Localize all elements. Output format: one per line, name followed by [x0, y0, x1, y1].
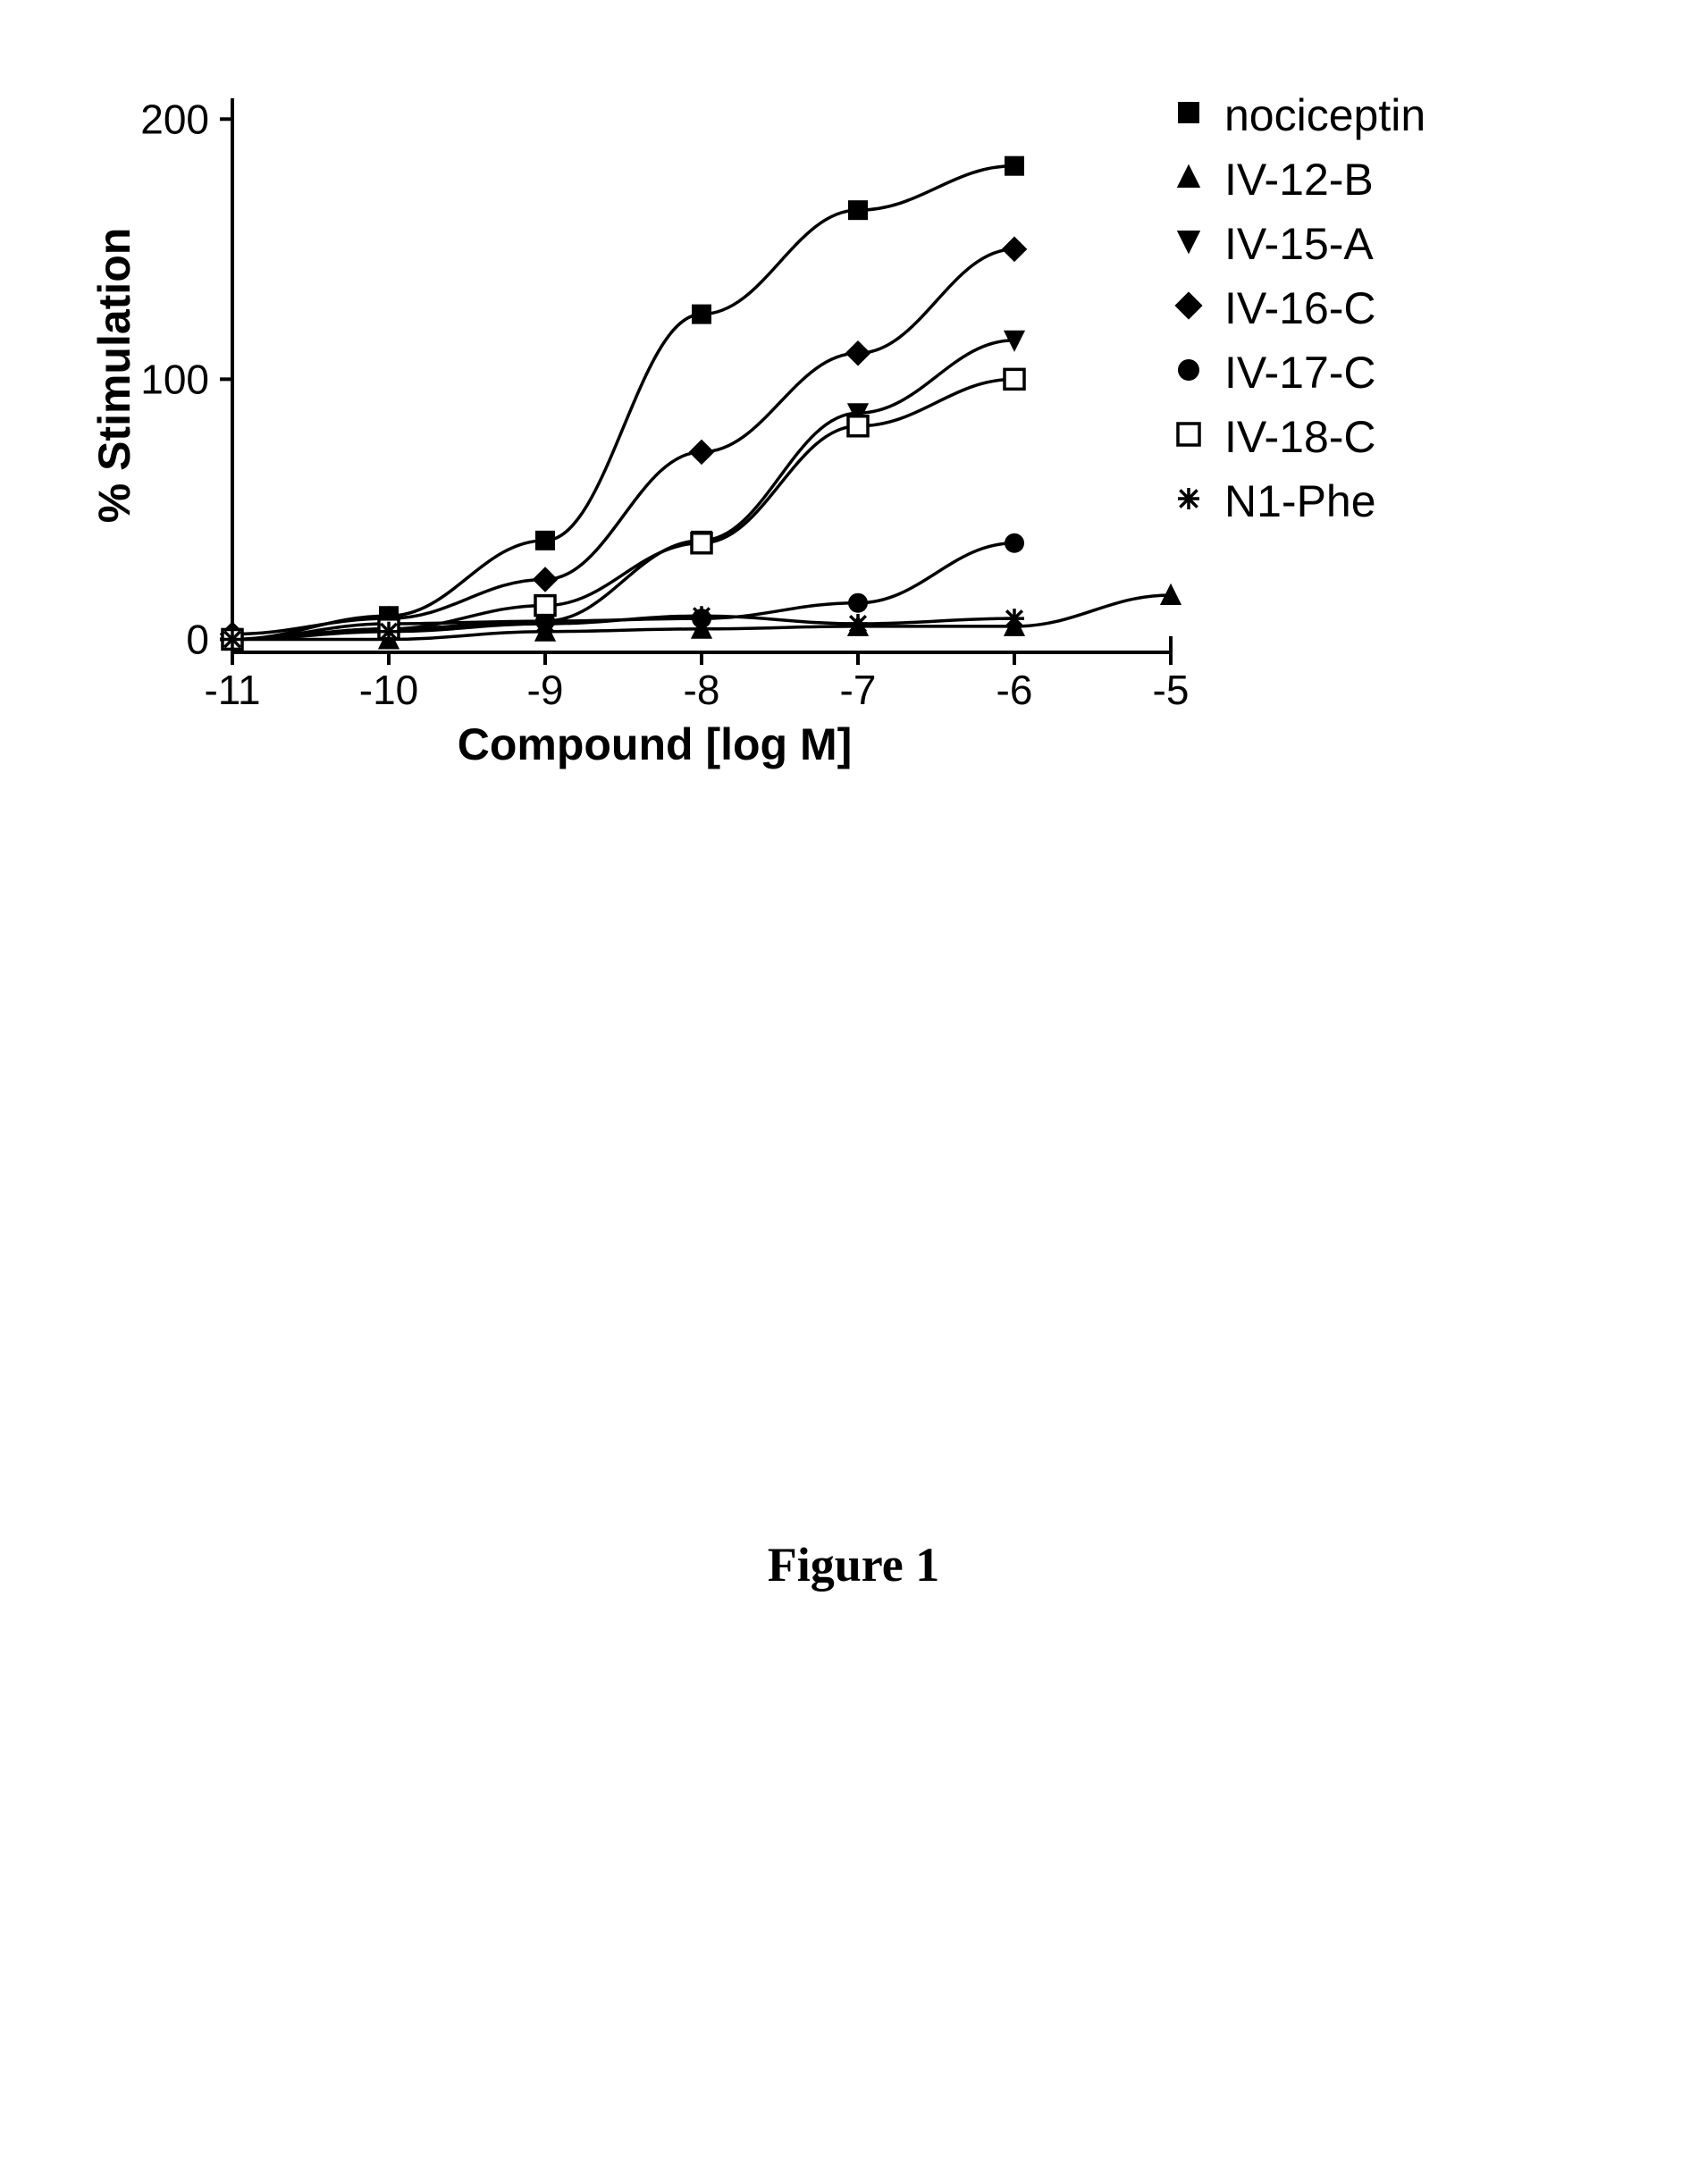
- svg-text:0: 0: [186, 616, 209, 662]
- legend-label: N1-Phe: [1224, 475, 1376, 527]
- legend-item: IV-15-A: [1162, 218, 1425, 270]
- y-axis-label: % Stimulation: [89, 228, 139, 524]
- legend-item: IV-18-C: [1162, 411, 1425, 463]
- legend-label: nociceptin: [1224, 89, 1425, 141]
- square-filled-icon: [1162, 93, 1215, 139]
- figure-caption: Figure 1: [0, 1537, 1707, 1592]
- triangle-up-filled-icon: [1162, 157, 1215, 203]
- legend-label: IV-17-C: [1224, 347, 1376, 399]
- legend-item: IV-17-C: [1162, 347, 1425, 399]
- svg-text:200: 200: [140, 96, 209, 142]
- asterisk-icon: [1162, 479, 1215, 525]
- legend-label: IV-15-A: [1224, 218, 1374, 270]
- legend-item: IV-12-B: [1162, 154, 1425, 206]
- series-line-IV-18-C: [232, 379, 1014, 639]
- legend-label: IV-12-B: [1224, 154, 1374, 206]
- svg-text:100: 100: [140, 356, 209, 402]
- x-axis-label: Compound [log M]: [458, 719, 853, 769]
- diamond-filled-icon: [1162, 286, 1215, 332]
- chart-svg: -11 -10 -9 -8 -7 -6 -5 0 100 200 % Stimulation Comp…: [89, 71, 1207, 804]
- series-line-IV-16-C: [232, 249, 1014, 634]
- legend-item: nociceptin: [1162, 89, 1425, 141]
- triangle-down-filled-icon: [1162, 222, 1215, 267]
- svg-text:-7: -7: [840, 667, 877, 713]
- legend-label: IV-18-C: [1224, 411, 1376, 463]
- square-open-icon: [1162, 415, 1215, 460]
- svg-text:-8: -8: [684, 667, 720, 713]
- chart-container: -11 -10 -9 -8 -7 -6 -5 0 100 200 % Stimulation Comp…: [89, 71, 1207, 809]
- legend-label: IV-16-C: [1224, 282, 1376, 334]
- circle-filled-icon: [1162, 350, 1215, 396]
- legend-item: IV-16-C: [1162, 282, 1425, 334]
- svg-text:-6: -6: [996, 667, 1033, 713]
- svg-text:-5: -5: [1153, 667, 1190, 713]
- svg-text:-11: -11: [204, 667, 260, 713]
- legend-item: N1-Phe: [1162, 475, 1425, 527]
- svg-text:-9: -9: [527, 667, 564, 713]
- svg-text:-10: -10: [359, 667, 418, 713]
- legend: nociceptin IV-12-B IV-15-A IV-16-C IV-17-C IV…: [1162, 89, 1425, 540]
